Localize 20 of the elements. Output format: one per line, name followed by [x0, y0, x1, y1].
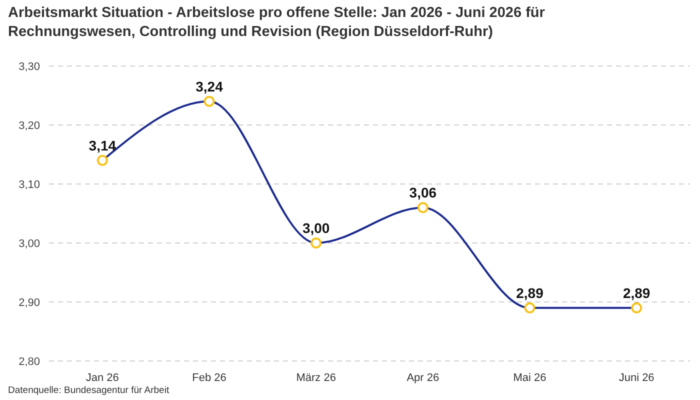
x-tick-label: Juni 26 [618, 372, 654, 384]
data-label: 3,14 [88, 137, 116, 154]
x-tick-label: Feb 26 [192, 372, 226, 384]
x-tick-label: Mai 26 [513, 372, 546, 384]
x-tick-label: Jan 26 [86, 372, 119, 384]
x-tick-label: März 26 [296, 372, 336, 384]
y-tick-label: 3,00 [18, 238, 40, 250]
y-tick-label: 3,30 [18, 60, 40, 73]
y-tick-label: 2,90 [18, 296, 40, 309]
chart-title: Arbeitsmarkt Situation - Arbeitslose pro offene Stelle: Jan 2026 - Juni 2026 für Rechnungswesen, Controlling und Revision (Region Düsseldorf-Ruhr) [8, 5, 546, 40]
data-label: 2,89 [622, 284, 650, 301]
data-label: 2,89 [516, 284, 544, 301]
y-tick-label: 3,20 [18, 120, 40, 132]
y-tick-label: 3,10 [18, 178, 40, 191]
x-tick-label: Apr 26 [406, 372, 440, 384]
y-tick-label: 2,80 [18, 356, 40, 368]
data-label: 3,06 [409, 184, 437, 201]
data-label: 3,24 [196, 78, 224, 94]
data-label: 3,00 [302, 220, 330, 236]
text: Datenquelle: Bundesagentur für Arbeit [8, 385, 170, 396]
